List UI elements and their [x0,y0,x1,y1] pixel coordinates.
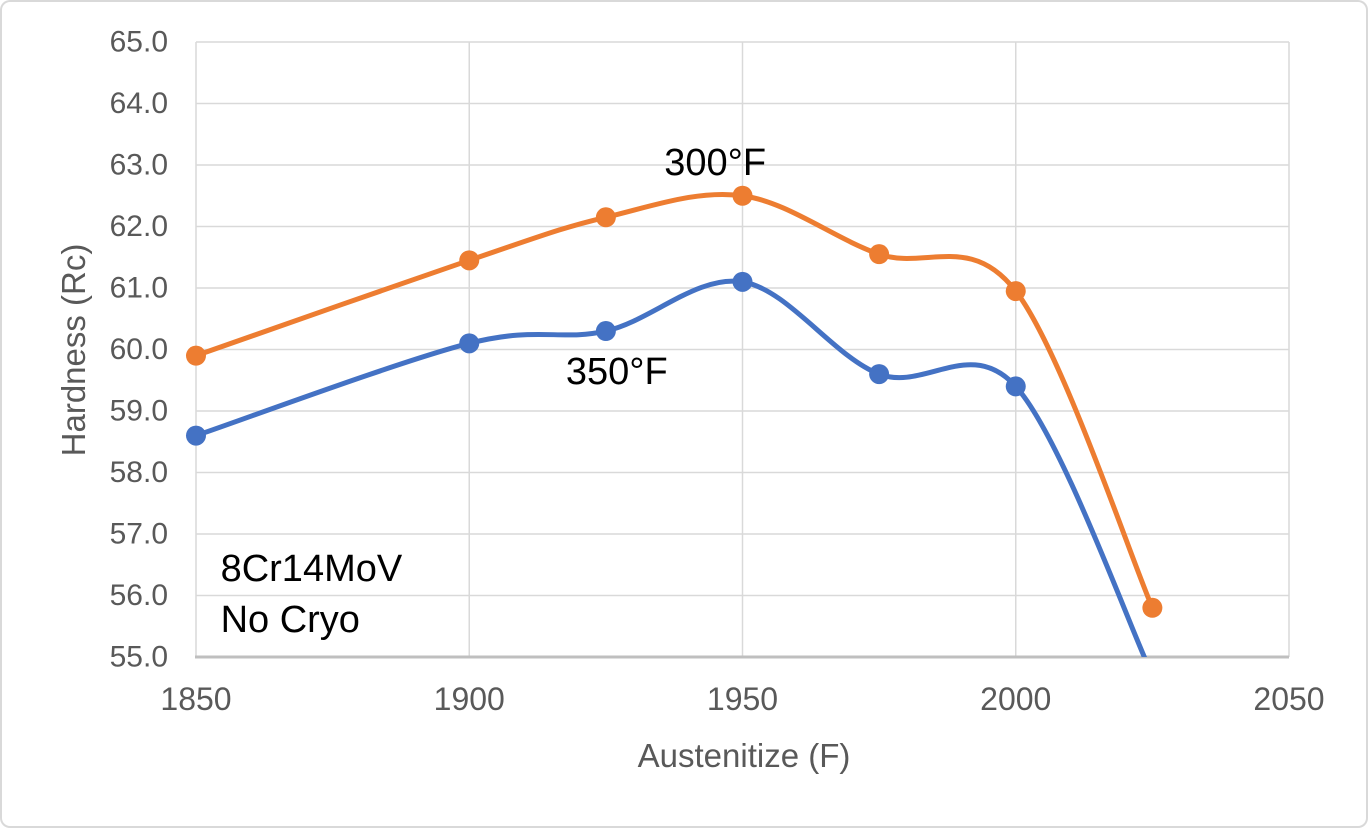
y-tick-label: 63.0 [110,149,168,182]
data-point [1005,376,1026,397]
data-point [186,345,206,366]
y-tick-label: 65.0 [110,26,168,59]
y-tick-label: 64.0 [110,87,168,120]
series-label-350f: 350°F [565,351,668,394]
y-tick-label: 59.0 [110,395,168,428]
data-point [459,333,480,354]
x-tick-label: 2000 [980,681,1051,717]
x-tick-label: 2050 [1253,681,1324,717]
x-tick-label: 1950 [707,681,778,717]
data-point [1142,597,1163,618]
y-tick-label: 56.0 [110,579,168,612]
x-tick-label: 1850 [160,681,231,717]
data-point [595,321,616,342]
annotation-heat-treatment: No Cryo [220,599,360,642]
y-tick-label: 58.0 [110,456,168,489]
y-tick-label: 57.0 [110,518,168,551]
y-tick-label: 62.0 [110,210,168,243]
data-point [732,185,753,206]
series-line-300ftemper [193,191,1155,611]
x-tick-label: 1900 [434,681,505,717]
y-tick-label: 60.0 [110,333,168,366]
y-tick-label: 61.0 [110,272,168,305]
data-point [186,425,206,446]
data-point [869,244,890,265]
data-point [1005,281,1026,302]
series-label-300f: 300°F [664,142,767,185]
data-point [732,271,753,292]
data-point [459,250,480,271]
data-point [595,207,616,228]
y-tick-label: 55.0 [110,641,168,674]
x-axis-title: Austenitize (F) [637,737,851,774]
data-point [869,364,890,385]
y-axis-title: Hardness (Rc) [55,243,92,457]
annotation-steel-name: 8Cr14MoV [220,548,403,591]
